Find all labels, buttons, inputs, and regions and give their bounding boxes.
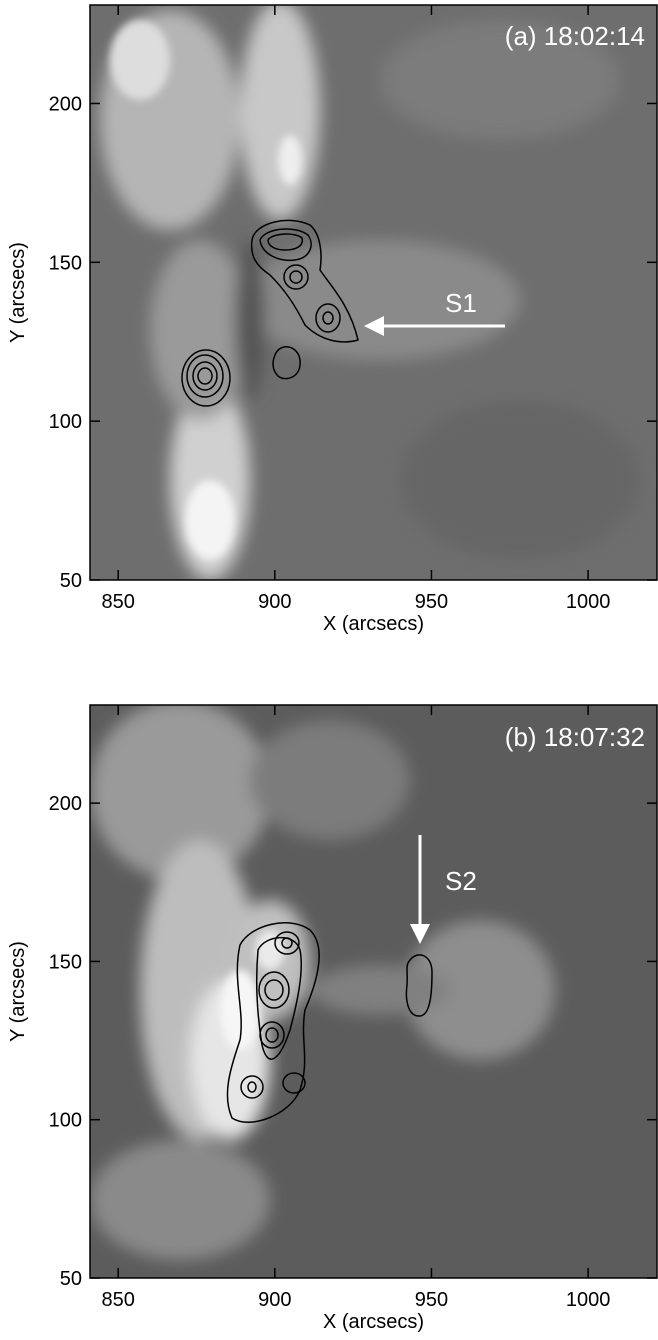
panel-annotation: (a) 18:02:14	[505, 21, 645, 51]
x-axis-label: X (arcsecs)	[323, 1311, 424, 1333]
y-tick-label: 150	[49, 951, 82, 973]
y-tick-label: 200	[49, 93, 82, 115]
y-tick-label: 200	[49, 793, 82, 815]
y-axis-label: Y (arcsecs)	[7, 941, 29, 1042]
marker-label: S2	[445, 866, 477, 896]
x-tick-label: 900	[258, 1289, 291, 1311]
x-tick-label: 850	[102, 591, 135, 613]
image-b	[90, 700, 657, 1278]
x-tick-label: 1000	[566, 1289, 611, 1311]
y-tick-label: 100	[49, 411, 82, 433]
y-tick-label: 50	[60, 570, 82, 592]
marker-label: S1	[445, 288, 477, 318]
y-tick-label: 50	[60, 1268, 82, 1290]
x-axis-label: X (arcsecs)	[323, 613, 424, 635]
x-tick-label: 950	[415, 591, 448, 613]
image-a	[90, 0, 657, 580]
panel-annotation: (b) 18:07:32	[505, 722, 645, 752]
x-tick-label: 850	[102, 1289, 135, 1311]
x-tick-label: 950	[415, 1289, 448, 1311]
figure: 850 900 950 1000 50 100 150 200 X (arcsecs) Y (ar…	[0, 0, 658, 1335]
y-axis-label: Y (arcsecs)	[7, 242, 29, 343]
x-tick-label: 1000	[566, 591, 611, 613]
x-tick-label: 900	[258, 591, 291, 613]
y-tick-label: 100	[49, 1110, 82, 1132]
y-tick-label: 150	[49, 252, 82, 274]
